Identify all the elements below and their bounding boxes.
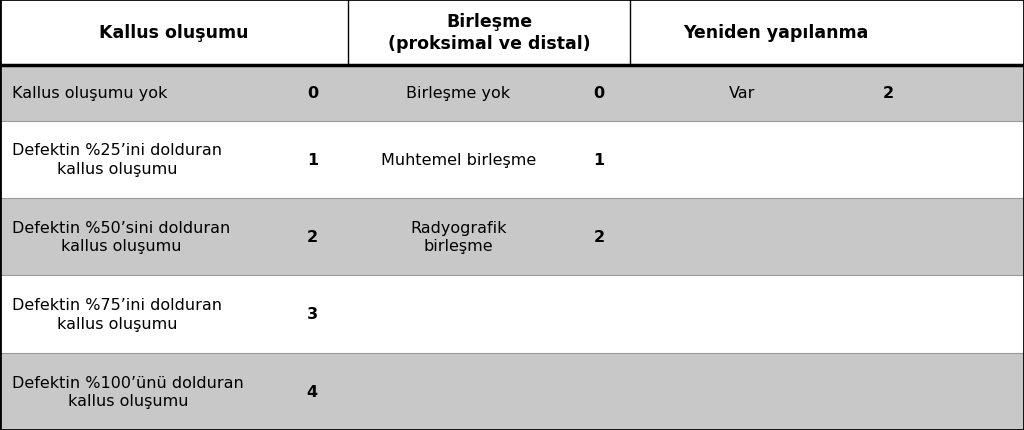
Text: Defektin %75’ini dolduran
kallus oluşumu: Defektin %75’ini dolduran kallus oluşumu: [12, 298, 222, 331]
Text: Kallus oluşumu: Kallus oluşumu: [99, 24, 249, 42]
Text: Birleşme yok: Birleşme yok: [407, 86, 510, 101]
Text: 2: 2: [594, 230, 604, 245]
Text: Radyografik
birleşme: Radyografik birleşme: [410, 220, 507, 254]
Text: Muhtemel birleşme: Muhtemel birleşme: [381, 152, 536, 167]
Text: Kallus oluşumu yok: Kallus oluşumu yok: [12, 86, 168, 101]
Bar: [0, 121, 1024, 199]
Bar: [0, 0, 1024, 66]
Bar: [0, 66, 1024, 121]
Text: Defektin %100’ünü dolduran
kallus oluşumu: Defektin %100’ünü dolduran kallus oluşum…: [12, 375, 244, 408]
Text: Defektin %25’ini dolduran
kallus oluşumu: Defektin %25’ini dolduran kallus oluşumu: [12, 143, 222, 177]
Bar: [0, 353, 1024, 430]
Text: Yeniden yapılanma: Yeniden yapılanma: [683, 24, 868, 42]
Bar: [0, 276, 1024, 353]
Text: 3: 3: [307, 307, 317, 322]
Text: Var: Var: [729, 86, 756, 101]
Text: Defektin %50’sini dolduran
kallus oluşumu: Defektin %50’sini dolduran kallus oluşum…: [12, 220, 230, 254]
Text: 1: 1: [594, 152, 604, 167]
Text: 0: 0: [307, 86, 317, 101]
Text: 2: 2: [307, 230, 317, 245]
Text: 2: 2: [883, 86, 894, 101]
Text: 1: 1: [307, 152, 317, 167]
Text: 4: 4: [307, 384, 317, 399]
Bar: [0, 199, 1024, 276]
Text: Birleşme
(proksimal ve distal): Birleşme (proksimal ve distal): [388, 13, 590, 53]
Text: 0: 0: [594, 86, 604, 101]
